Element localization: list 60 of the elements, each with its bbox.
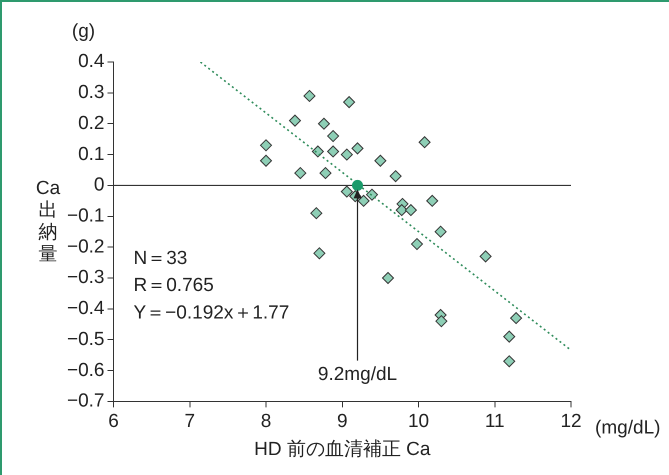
point [340, 186, 353, 198]
point [404, 204, 417, 216]
point [313, 247, 326, 260]
y-tick-label: −0.7 [66, 390, 105, 412]
text: (g) [72, 21, 96, 42]
point [426, 194, 438, 207]
x-tick-label: 11 [484, 411, 505, 432]
point [503, 355, 516, 368]
y-tick-label: 0.4 [78, 51, 105, 72]
x-tick-label: 8 [260, 411, 272, 432]
point [435, 315, 448, 328]
point [510, 312, 522, 324]
point [312, 145, 324, 158]
point [434, 226, 447, 238]
x-tick-label: 6 [108, 411, 119, 432]
point [303, 90, 316, 102]
point [260, 139, 272, 152]
y-tick-label: −0.4 [66, 298, 105, 320]
x-tick-label: 10 [408, 411, 430, 432]
point [343, 96, 356, 108]
point [382, 272, 394, 284]
point [310, 207, 322, 220]
y-tick-label: 0 [94, 174, 105, 196]
point [374, 154, 386, 167]
point [396, 204, 408, 216]
point [340, 148, 353, 161]
point [327, 145, 340, 158]
x-tick-label: 9 [336, 411, 348, 432]
y-tick-label: 0.1 [78, 144, 105, 165]
x-axis-title: HD 前の血清補正 Ca [254, 438, 431, 460]
point [318, 118, 330, 130]
annotation: R＝0.765 [134, 275, 214, 296]
text: (mg/dL) [595, 418, 660, 439]
annotation: Y＝−0.192x＋1.77 [134, 302, 290, 324]
point [358, 194, 370, 207]
point [352, 142, 364, 154]
annotation: N＝33 [134, 248, 188, 270]
point [294, 167, 306, 180]
point [390, 170, 402, 182]
y-tick-label: −0.2 [66, 236, 105, 258]
x-tick-label: 12 [560, 411, 582, 432]
y-tick-label: 0.3 [78, 82, 105, 104]
y-tick-label: −0.1 [66, 206, 105, 227]
point [319, 167, 332, 180]
x-tick-label: 7 [184, 411, 196, 432]
point [352, 180, 364, 191]
point [503, 330, 516, 343]
point [288, 114, 301, 127]
point [366, 188, 378, 201]
point [327, 130, 340, 142]
y-tick-label: −0.3 [66, 267, 105, 288]
point [410, 238, 423, 250]
point [418, 136, 431, 148]
y-axis-title: Ca出納量 [36, 178, 61, 265]
point [260, 154, 272, 167]
annotation: 9.2mg/dL [318, 364, 398, 385]
y-tick-label: 0.2 [78, 112, 105, 134]
y-tick-label: −0.5 [66, 328, 105, 350]
y-tick-label: −0.6 [66, 360, 105, 381]
point [480, 250, 492, 262]
